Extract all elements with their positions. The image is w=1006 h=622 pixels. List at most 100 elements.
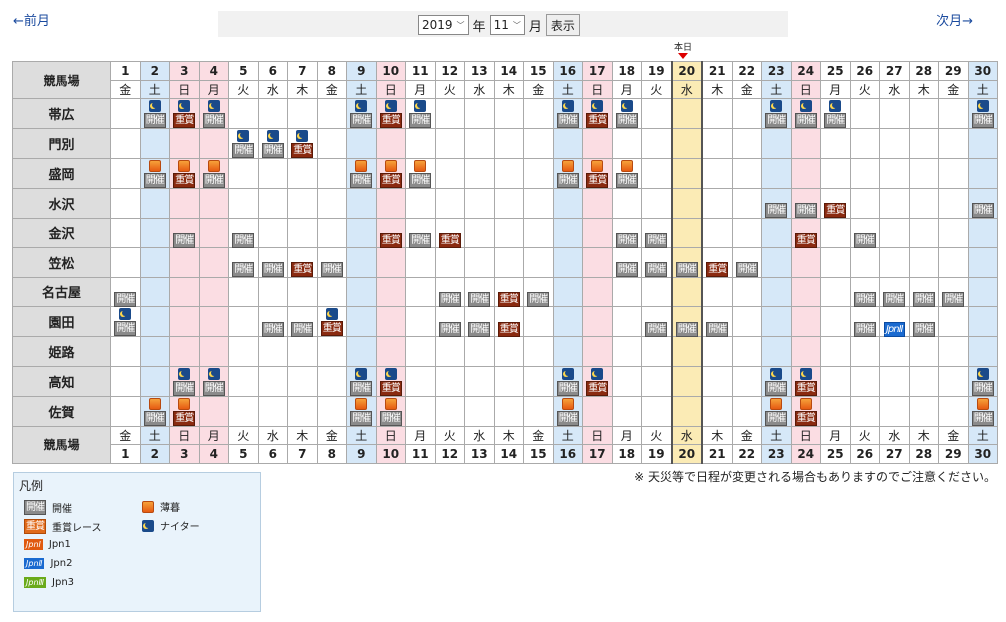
kaisai-badge[interactable]: 開催: [350, 113, 373, 128]
kaisai-badge[interactable]: 開催: [232, 143, 255, 158]
juusho-badge[interactable]: 重賞: [379, 232, 402, 248]
kaisai-badge[interactable]: 開催: [971, 380, 994, 396]
juusho-badge[interactable]: 重賞: [173, 113, 196, 128]
kaisai-badge[interactable]: 開催: [765, 410, 788, 426]
kaisai-badge[interactable]: 開催: [409, 113, 432, 128]
kaisai-badge[interactable]: 開催: [645, 232, 668, 248]
kaisai-badge[interactable]: 開催: [706, 321, 729, 337]
kaisai-badge[interactable]: 開催: [350, 410, 373, 426]
kaisai-badge[interactable]: 開催: [143, 113, 166, 128]
juusho-badge[interactable]: 重賞: [320, 321, 343, 336]
juusho-badge[interactable]: 重賞: [586, 113, 609, 128]
juusho-badge[interactable]: 重賞: [291, 143, 314, 158]
juusho-badge[interactable]: 重賞: [586, 380, 609, 396]
juusho-badge[interactable]: 重賞: [379, 113, 402, 128]
kaisai-badge[interactable]: 開催: [202, 380, 225, 396]
venue-name[interactable]: 金沢: [12, 217, 111, 248]
kaisai-badge[interactable]: 開催: [409, 232, 432, 248]
venue-name[interactable]: 門別: [12, 128, 111, 159]
kaisai-badge[interactable]: 開催: [735, 262, 758, 278]
kaisai-badge[interactable]: 開催: [645, 262, 668, 278]
venue-name[interactable]: 帯広: [12, 98, 111, 129]
kaisai-badge[interactable]: 開催: [438, 291, 461, 307]
month-select[interactable]: 11 ﹀: [489, 15, 525, 35]
kaisai-badge[interactable]: 開催: [853, 291, 876, 307]
kaisai-badge[interactable]: 開催: [942, 291, 965, 307]
kaisai-badge[interactable]: 開催: [556, 410, 579, 426]
kaisai-badge[interactable]: 開催: [794, 113, 817, 128]
kaisai-badge[interactable]: 開催: [173, 380, 196, 396]
kaisai-badge[interactable]: 開催: [556, 113, 579, 128]
kaisai-badge[interactable]: 開催: [675, 321, 698, 337]
kaisai-badge[interactable]: 開催: [468, 321, 491, 337]
juusho-badge[interactable]: 重賞: [497, 291, 520, 307]
kaisai-badge[interactable]: 開催: [824, 113, 847, 128]
kaisai-badge[interactable]: 開催: [556, 380, 579, 396]
kaisai-badge[interactable]: 開催: [291, 321, 314, 337]
kaisai-badge[interactable]: 開催: [114, 291, 137, 307]
jpn2-badge[interactable]: JpnII: [883, 321, 905, 337]
kaisai-badge[interactable]: 開催: [912, 291, 935, 307]
kaisai-badge[interactable]: 開催: [409, 173, 432, 188]
kaisai-badge[interactable]: 開催: [468, 291, 491, 307]
kaisai-badge[interactable]: 開催: [261, 143, 284, 158]
kaisai-badge[interactable]: 開催: [173, 232, 196, 248]
kaisai-badge[interactable]: 開催: [114, 321, 137, 336]
kaisai-badge[interactable]: 開催: [320, 262, 343, 278]
kaisai-badge[interactable]: 開催: [971, 410, 994, 426]
kaisai-badge[interactable]: 開催: [438, 321, 461, 337]
juusho-badge[interactable]: 重賞: [291, 262, 314, 278]
juusho-badge[interactable]: 重賞: [438, 232, 461, 248]
juusho-badge[interactable]: 重賞: [706, 262, 729, 278]
kaisai-badge[interactable]: 開催: [675, 262, 698, 278]
kaisai-badge[interactable]: 開催: [232, 232, 255, 248]
kaisai-badge[interactable]: 開催: [143, 173, 166, 188]
venue-name[interactable]: 姫路: [12, 336, 111, 367]
kaisai-badge[interactable]: 開催: [143, 410, 166, 426]
kaisai-badge[interactable]: 開催: [527, 291, 550, 307]
kaisai-badge[interactable]: 開催: [912, 321, 935, 337]
kaisai-badge[interactable]: 開催: [765, 203, 788, 219]
kaisai-badge[interactable]: 開催: [556, 173, 579, 188]
juusho-badge[interactable]: 重賞: [794, 410, 817, 426]
kaisai-badge[interactable]: 開催: [261, 262, 284, 278]
kaisai-badge[interactable]: 開催: [883, 291, 906, 307]
juusho-badge[interactable]: 重賞: [824, 203, 847, 219]
venue-name[interactable]: 佐賀: [12, 395, 111, 427]
prev-month-link[interactable]: ←前月: [13, 14, 50, 29]
kaisai-badge[interactable]: 開催: [794, 203, 817, 219]
kaisai-badge[interactable]: 開催: [971, 113, 994, 128]
kaisai-badge[interactable]: 開催: [853, 232, 876, 248]
kaisai-badge[interactable]: 開催: [765, 113, 788, 128]
juusho-badge[interactable]: 重賞: [586, 173, 609, 188]
kaisai-badge[interactable]: 開催: [615, 113, 638, 128]
juusho-badge[interactable]: 重賞: [794, 380, 817, 396]
juusho-badge[interactable]: 重賞: [173, 410, 196, 426]
venue-name[interactable]: 笠松: [12, 247, 111, 278]
year-select[interactable]: 2019 ﹀: [418, 15, 469, 35]
juusho-badge[interactable]: 重賞: [794, 232, 817, 248]
venue-name[interactable]: 盛岡: [12, 158, 111, 189]
venue-name[interactable]: 名古屋: [12, 276, 111, 307]
kaisai-badge[interactable]: 開催: [615, 232, 638, 248]
juusho-badge[interactable]: 重賞: [173, 173, 196, 188]
juusho-badge[interactable]: 重賞: [497, 321, 520, 337]
kaisai-badge[interactable]: 開催: [971, 203, 994, 219]
kaisai-badge[interactable]: 開催: [350, 173, 373, 188]
venue-name[interactable]: 園田: [12, 306, 111, 337]
kaisai-badge[interactable]: 開催: [202, 113, 225, 128]
kaisai-badge[interactable]: 開催: [232, 262, 255, 278]
kaisai-badge[interactable]: 開催: [379, 410, 402, 426]
juusho-badge[interactable]: 重賞: [379, 380, 402, 396]
kaisai-badge[interactable]: 開催: [615, 173, 638, 188]
kaisai-badge[interactable]: 開催: [645, 321, 668, 337]
kaisai-badge[interactable]: 開催: [202, 173, 225, 188]
next-month-link[interactable]: 次月→: [936, 14, 973, 29]
kaisai-badge[interactable]: 開催: [261, 321, 284, 337]
kaisai-badge[interactable]: 開催: [765, 380, 788, 396]
venue-name[interactable]: 高知: [12, 365, 111, 397]
kaisai-badge[interactable]: 開催: [853, 321, 876, 337]
kaisai-badge[interactable]: 開催: [615, 262, 638, 278]
show-button[interactable]: 表示: [545, 14, 580, 36]
kaisai-badge[interactable]: 開催: [350, 380, 373, 396]
